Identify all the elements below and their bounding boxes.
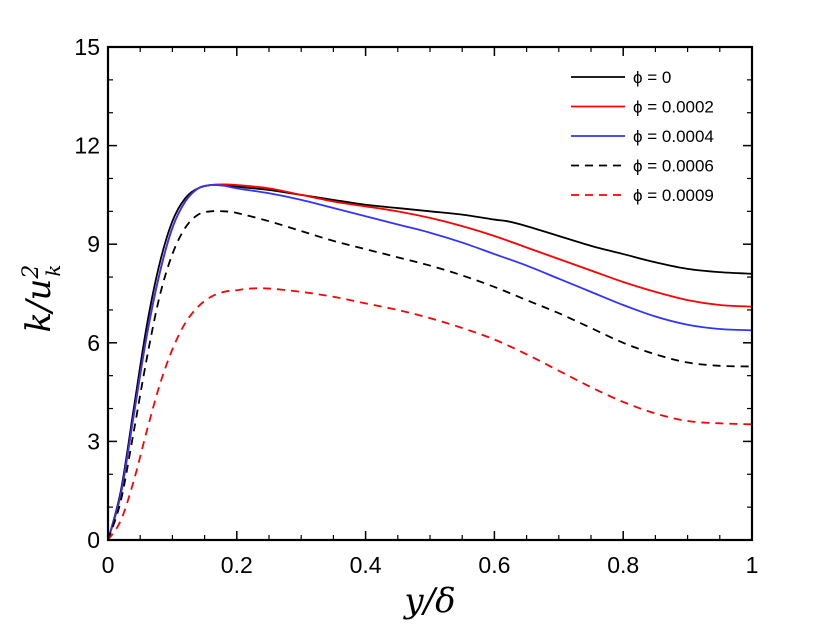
legend-label-1: ϕ = 0: [633, 68, 671, 87]
series-line-5: [108, 287, 752, 540]
x-tick-label: 0.4: [350, 552, 382, 578]
ticks-layer: 0 0.2 0.4 0.6 0.8 1 0 3 6 9 12 15: [74, 34, 758, 578]
legend-label-2: ϕ = 0.0002: [633, 98, 714, 117]
y-tick-label: 15: [74, 34, 100, 60]
series-line-2: [108, 183, 752, 540]
x-axis-title: y/δ: [402, 581, 455, 621]
series-layer: [108, 183, 752, 540]
legend-label-5: ϕ = 0.0009: [633, 186, 714, 205]
series-line-1: [108, 183, 752, 540]
y-axis-title-subscript: k: [41, 264, 65, 276]
series-line-4: [108, 210, 752, 540]
legend: ϕ = 0 ϕ = 0.0002 ϕ = 0.0004 ϕ = 0.0006 ϕ = 0…: [571, 68, 714, 205]
x-tick-label: 0.8: [607, 552, 639, 578]
plot-frame: [106, 45, 754, 542]
y-axis-title-superscript: 2: [19, 265, 44, 280]
legend-label-3: ϕ = 0.0004: [633, 127, 714, 146]
x-tick-label: 0.2: [221, 552, 253, 578]
svg-text:k/u2k: k/u2k: [19, 264, 65, 332]
y-tick-label: 0: [87, 527, 100, 553]
legend-label-4: ϕ = 0.0006: [633, 157, 714, 176]
y-tick-label: 3: [87, 428, 100, 454]
x-tick-label: 0: [102, 552, 115, 578]
y-tick-label: 6: [87, 330, 100, 356]
y-axis-title: k/u2k: [19, 264, 65, 332]
y-tick-label: 9: [87, 231, 100, 257]
y-tick-label: 12: [74, 133, 100, 159]
series-line-3: [108, 183, 752, 540]
x-tick-label: 1: [746, 552, 759, 578]
x-tick-label: 0.6: [478, 552, 510, 578]
y-axis-title-base: k/u: [19, 279, 59, 333]
